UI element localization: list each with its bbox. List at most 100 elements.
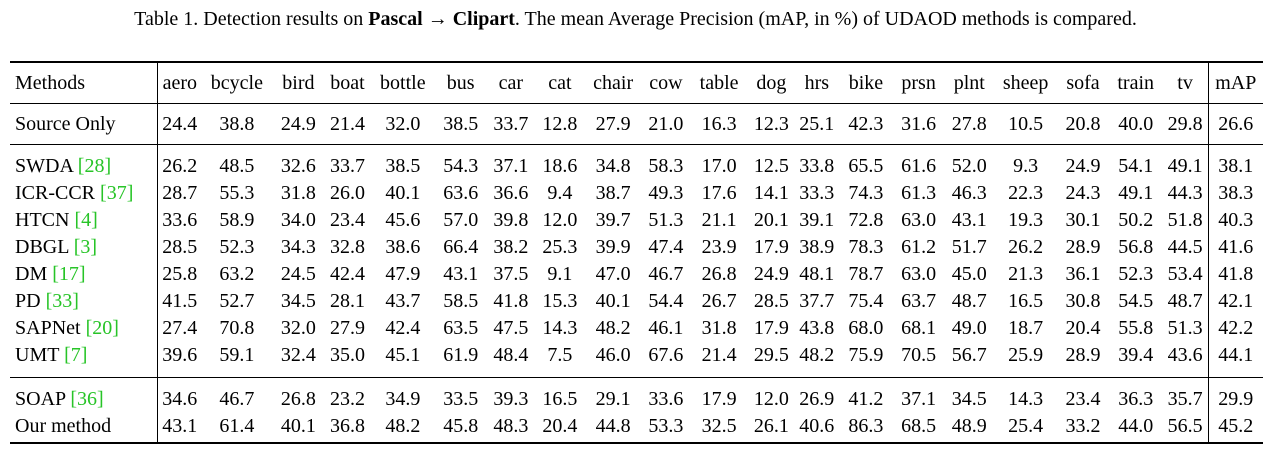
value-cell-tv: 43.6	[1162, 342, 1209, 378]
value-cell-sheep: 10.5	[994, 103, 1058, 145]
value-cell-bcycle: 55.3	[219, 182, 255, 204]
value-cell-cow: 58.3	[648, 155, 684, 177]
table-caption: Table 1. Detection results on Pascal → C…	[0, 6, 1271, 32]
column-header-cat: cat	[535, 61, 585, 104]
value-cell-cow: 67.6	[641, 342, 691, 378]
value-cell-car: 41.8	[493, 290, 529, 312]
value-cell-aero: 43.1	[157, 413, 202, 444]
value-cell-car: 33.7	[486, 103, 536, 145]
citation-link[interactable]: [4]	[74, 209, 98, 231]
citation-link[interactable]: [7]	[64, 344, 88, 366]
method-name-cell: Our method	[10, 413, 159, 444]
value-cell-train: 50.2	[1118, 209, 1154, 231]
table-row: ICR-CCR [37] 28.7 55.3 31.8 26.0 40.1 63.6 36.6…	[10, 180, 1263, 207]
value-cell-plnt: 48.9	[944, 413, 995, 444]
citation-link[interactable]: [17]	[52, 263, 86, 285]
value-cell-bcycle: 58.9	[219, 209, 255, 231]
value-cell-car: 37.1	[493, 155, 529, 177]
value-cell-map: 45.2	[1208, 413, 1263, 444]
citation-link[interactable]: [36]	[70, 388, 104, 410]
value-cell-chair: 27.9	[584, 103, 642, 145]
caption-target-domain: Clipart	[452, 8, 515, 30]
value-cell-bcycle: 38.8	[201, 103, 273, 145]
value-cell-car: 48.4	[486, 342, 536, 378]
value-cell-dog: 24.9	[753, 263, 789, 285]
value-cell-aero: 27.4	[162, 317, 198, 339]
value-cell-bcycle: 59.1	[201, 342, 273, 378]
value-cell-aero: 24.4	[157, 103, 202, 145]
table-row: Source Only 24.4 38.8 24.9 21.4 32.0 38.5 33.7 1…	[10, 103, 1263, 145]
value-cell-car: 39.3	[493, 388, 529, 410]
value-cell-sheep: 14.3	[1008, 388, 1044, 410]
citation-link[interactable]: [3]	[73, 236, 98, 258]
value-cell-bird: 24.5	[280, 263, 316, 285]
column-header-dog: dog	[748, 61, 795, 104]
value-cell-sheep: 25.9	[994, 342, 1058, 378]
table-row: DM [17] 25.8 63.2 24.5 42.4 47.9 43.1 37.5 9.1 47…	[10, 261, 1263, 288]
method-name-cell: Source Only	[10, 103, 159, 145]
value-cell-aero: 28.7	[162, 182, 198, 204]
method-name: SAPNet	[15, 317, 86, 339]
column-header-chair: chair	[584, 61, 642, 104]
value-cell-boat: 26.0	[330, 182, 365, 204]
value-cell-bottle: 40.1	[385, 182, 421, 204]
value-cell-plnt: 52.0	[951, 155, 987, 177]
table-row: DBGL [3] 28.5 52.3 34.3 32.8 38.6 66.4 38.2 25.3…	[10, 234, 1263, 261]
value-cell-train: 52.3	[1118, 263, 1154, 285]
value-cell-bus: 66.4	[443, 236, 479, 258]
value-cell-cow: 33.6	[648, 388, 684, 410]
value-cell-table: 17.0	[701, 155, 737, 177]
citation-link[interactable]: [20]	[85, 317, 119, 339]
citation-link[interactable]: [37]	[100, 182, 134, 204]
column-header-car: car	[486, 61, 536, 104]
value-cell-bcycle: 61.4	[201, 413, 273, 444]
value-cell-prsn: 63.0	[901, 209, 937, 231]
value-cell-bird: 32.0	[280, 317, 316, 339]
citation-link[interactable]: [33]	[45, 290, 79, 312]
value-cell-prsn: 37.1	[901, 388, 937, 410]
method-name: Source Only	[15, 112, 116, 135]
table-row: UMT [7] 39.6 59.1 32.4 35.0 45.1 61.9 48.4 7.5 46…	[10, 342, 1263, 378]
value-cell-chair: 34.8	[595, 155, 631, 177]
value-cell-tv: 56.5	[1162, 413, 1209, 444]
value-cell-table: 16.3	[690, 103, 749, 145]
value-cell-bike: 75.4	[848, 290, 884, 312]
column-header-cow: cow	[641, 61, 691, 104]
value-cell-dog: 14.1	[753, 182, 789, 204]
value-cell-aero: 39.6	[157, 342, 202, 378]
value-cell-bcycle: 52.3	[219, 236, 255, 258]
value-cell-car: 37.5	[493, 263, 529, 285]
value-cell-tv: 48.7	[1162, 288, 1209, 315]
value-cell-train: 49.1	[1118, 182, 1154, 204]
value-cell-map: 38.1	[1218, 155, 1254, 177]
value-cell-aero: 34.6	[162, 388, 198, 410]
value-cell-train: 36.3	[1118, 388, 1154, 410]
results-table: Methods aero bcycle bird boat bottle bus car ca…	[10, 61, 1263, 444]
value-cell-boat: 33.7	[330, 155, 365, 177]
value-cell-chair: 47.0	[595, 263, 631, 285]
value-cell-sofa: 30.8	[1065, 290, 1101, 312]
value-cell-bike: 78.7	[848, 263, 884, 285]
value-cell-plnt: 56.7	[944, 342, 995, 378]
value-cell-train: 39.4	[1108, 342, 1163, 378]
value-cell-bottle: 32.0	[370, 103, 435, 145]
value-cell-tv: 53.4	[1162, 261, 1209, 288]
value-cell-sofa: 30.1	[1065, 209, 1101, 231]
value-cell-cat: 9.1	[547, 263, 573, 285]
value-cell-bike: 42.3	[839, 103, 893, 145]
value-cell-bird: 24.9	[272, 103, 325, 145]
column-header-aero: aero	[157, 61, 202, 104]
value-cell-dog: 26.1	[748, 413, 795, 444]
citation-link[interactable]: [28]	[77, 155, 112, 177]
value-cell-table: 17.9	[701, 388, 737, 410]
value-cell-cow: 49.3	[648, 182, 684, 204]
value-cell-bike: 86.3	[839, 413, 893, 444]
value-cell-boat: 23.2	[330, 388, 365, 410]
column-header-bike: bike	[839, 61, 893, 104]
value-cell-cow: 21.0	[641, 103, 691, 145]
method-name: PD	[15, 290, 46, 312]
value-cell-bike: 74.3	[848, 182, 884, 204]
value-cell-cat: 14.3	[542, 317, 578, 339]
value-cell-dog: 12.3	[748, 103, 795, 145]
column-header-map: mAP	[1208, 61, 1263, 104]
